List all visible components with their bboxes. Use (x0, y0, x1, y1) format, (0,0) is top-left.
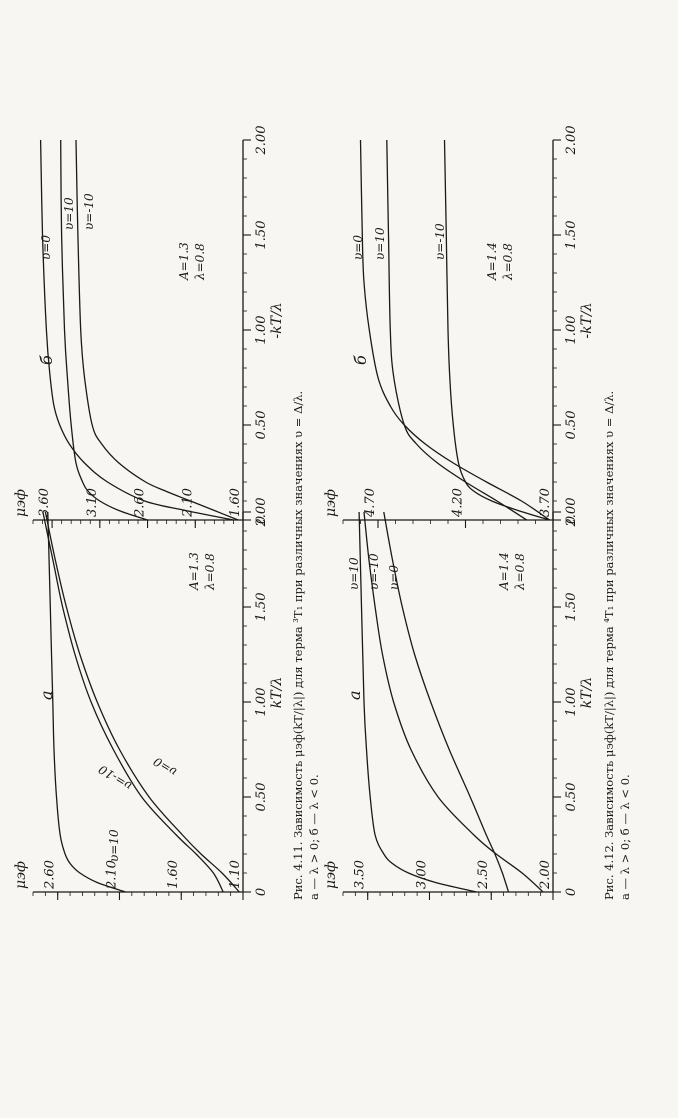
series-line (60, 139, 148, 521)
figure-411-caption-line1: Рис. 4.11. Зависимость μэф(kT/|λ|) для т… (291, 391, 306, 900)
series-label: υ=10 (107, 829, 121, 862)
x-tick-label: 2.00 (254, 126, 269, 156)
series-line (39, 139, 234, 521)
charts-group: 0 0.50 1.00 1.50 2.00 1.10 1.60 2.10 2.60 μэф kT/λ… (13, 126, 595, 900)
figure-412-caption-line1: Рис. 4.12. Зависимость μэф(kT/|λ|) для т… (602, 391, 617, 900)
panel-letter: б (37, 355, 56, 365)
series-label: υ=0 (351, 235, 365, 260)
x-tick-label: 0.50 (564, 411, 579, 440)
x-tick-label: 0.50 (564, 783, 579, 812)
y-tick-label: 4.20 (451, 488, 466, 518)
x-tick-label: 0.50 (254, 411, 269, 440)
series-line (44, 511, 240, 893)
y-axis-label: μэф (13, 861, 29, 889)
figure-412-caption-line2: а — λ > 0; б — λ < 0. (618, 774, 632, 900)
y-axis-label: μэф (13, 489, 29, 517)
panel-letter: б (351, 355, 370, 365)
series-line (386, 139, 528, 521)
y-tick-label: 2.10 (104, 860, 119, 890)
y-tick-label: 3.50 (353, 860, 368, 889)
fig411a-chart: 0 0.50 1.00 1.50 2.00 1.10 1.60 2.10 2.60 μэф kT/λ… (13, 498, 285, 900)
parameter-label: λ=0.8 (203, 553, 217, 591)
parameter-label: A=1.3 (177, 242, 191, 281)
series-line (42, 511, 224, 893)
y-tick-label: 1.10 (228, 860, 243, 889)
x-axis-label: -kT/λ (269, 302, 285, 338)
series-label: υ=10 (373, 227, 387, 260)
x-tick-label: 2.00 (564, 498, 579, 528)
y-tick-label: 3.70 (538, 488, 553, 517)
y-tick-label: 2.50 (476, 860, 491, 890)
y-tick-label: 2.10 (180, 488, 195, 518)
x-tick-label: 1.00 (254, 688, 269, 717)
y-tick-label: 1.60 (166, 860, 181, 889)
x-tick-label: 1.00 (564, 316, 579, 345)
y-tick-label: 2.60 (133, 488, 148, 518)
parameter-label: A=1.3 (187, 552, 201, 591)
series-line (363, 511, 544, 893)
y-tick-label: 3.60 (37, 488, 52, 517)
x-axis-label: -kT/λ (579, 302, 595, 338)
series-line (47, 511, 126, 893)
fig412a-chart: 0 0.50 1.00 1.50 2.00 2.00 2.50 3.00 3.50 μэф kT/λ… (323, 498, 595, 900)
figure-411-caption-line2: а — λ > 0; б — λ < 0. (307, 774, 321, 900)
rotated-content: 0 0.50 1.00 1.50 2.00 1.10 1.60 2.10 2.60 μэф kT/λ… (13, 126, 632, 900)
fig411b-chart: 0 0.50 1.00 1.50 2.00 1.60 2.10 2.60 3.10 3.60 μэф… (13, 126, 285, 528)
y-axis-label: μэф (323, 489, 339, 517)
fig412b-chart: 0 0.50 1.00 1.50 2.00 3.70 4.20 4.70 μэф -kT/λ б A=… (323, 126, 595, 528)
x-tick-label: 1.50 (254, 221, 269, 250)
x-tick-label: 0 (564, 888, 579, 896)
x-tick-label: 0 (254, 516, 269, 524)
x-tick-label: 1.50 (564, 593, 579, 622)
y-tick-label: 1.60 (228, 488, 243, 517)
x-tick-label: 0 (254, 888, 269, 896)
x-tick-label: 1.50 (564, 221, 579, 250)
parameter-label: λ=0.8 (513, 553, 527, 591)
y-tick-label: 4.70 (363, 488, 378, 518)
x-tick-label: 0 (564, 516, 579, 524)
parameter-label: λ=0.8 (501, 243, 515, 281)
x-tick-label: 1.00 (254, 316, 269, 345)
series-line (359, 139, 550, 521)
series-label: υ=0 (387, 565, 401, 590)
parameter-label: λ=0.8 (193, 243, 207, 281)
y-tick-label: 3.10 (85, 488, 100, 517)
series-label: υ=10 (347, 557, 361, 590)
series-label: υ=-10 (82, 193, 96, 230)
y-axis-label: μэф (323, 861, 339, 889)
series-line (443, 139, 550, 521)
x-axis-label: kT/λ (269, 677, 285, 708)
y-tick-label: 3.00 (414, 860, 429, 889)
parameter-label: A=1.4 (497, 552, 511, 591)
series-label: υ=-10 (367, 553, 381, 590)
y-tick-label: 2.60 (43, 860, 58, 890)
series-line (75, 139, 239, 521)
series-line (358, 511, 477, 893)
x-tick-label: 0.50 (254, 783, 269, 812)
y-tick-label: 2.00 (538, 860, 553, 890)
panel-letter: а (345, 690, 364, 700)
series-label: υ=10 (62, 197, 76, 230)
panel-letter: а (37, 690, 56, 700)
x-axis-label: kT/λ (579, 677, 595, 708)
series-label: υ=0 (151, 754, 180, 779)
series-line (383, 511, 510, 893)
x-tick-label: 1.50 (254, 593, 269, 622)
x-tick-label: 2.00 (254, 498, 269, 528)
series-label: υ=-10 (433, 223, 447, 260)
series-label: υ=0 (39, 235, 53, 260)
x-tick-label: 1.00 (564, 688, 579, 717)
x-tick-label: 2.00 (564, 126, 579, 156)
parameter-label: A=1.4 (485, 242, 499, 281)
